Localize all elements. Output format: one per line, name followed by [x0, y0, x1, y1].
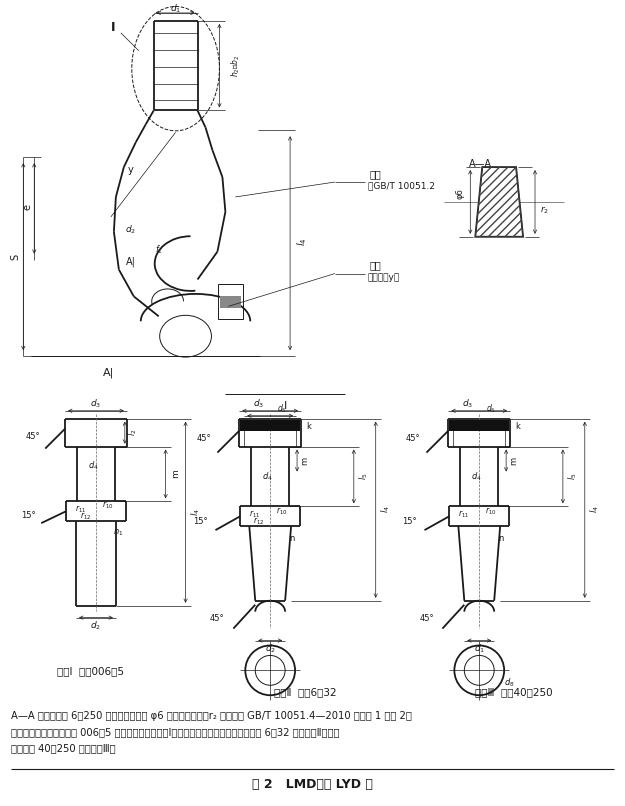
- Text: $d_8$: $d_8$: [504, 676, 514, 688]
- Text: $d_4$: $d_4$: [262, 470, 272, 483]
- Text: $l_5$: $l_5$: [567, 472, 579, 480]
- Text: $r_{11}$: $r_{11}$: [458, 509, 469, 520]
- Text: k: k: [307, 422, 311, 431]
- Text: $d_4$: $d_4$: [88, 459, 98, 472]
- Text: $l_4$: $l_4$: [589, 505, 601, 513]
- Text: $r_{11}$: $r_{11}$: [249, 509, 260, 520]
- Text: $d_1$: $d_1$: [474, 642, 485, 654]
- Text: $r_{10}$: $r_{10}$: [486, 505, 497, 517]
- Text: A—A: A—A: [469, 159, 492, 169]
- Text: A|: A|: [126, 256, 136, 267]
- Text: A|: A|: [103, 368, 114, 378]
- Text: 标志: 标志: [370, 169, 381, 179]
- Bar: [221, 297, 241, 309]
- Text: 45°: 45°: [210, 614, 225, 623]
- Text: 15°: 15°: [21, 511, 36, 520]
- Polygon shape: [475, 167, 523, 237]
- Text: $d_2$: $d_2$: [125, 223, 136, 236]
- Text: $n_1$: $n_1$: [112, 528, 123, 538]
- Bar: [449, 420, 509, 430]
- Text: $r_{12}$: $r_{12}$: [80, 510, 92, 522]
- Text: $l_4$: $l_4$: [379, 505, 392, 513]
- Text: I: I: [284, 401, 287, 411]
- Text: $r_{10}$: $r_{10}$: [276, 505, 288, 517]
- Text: $r_{11}$: $r_{11}$: [76, 504, 87, 515]
- Text: 测量长度y值: 测量长度y值: [368, 273, 400, 282]
- Text: k: k: [516, 422, 521, 431]
- Text: 15°: 15°: [193, 517, 208, 526]
- Text: $d_5$: $d_5$: [486, 402, 496, 415]
- Text: n: n: [499, 534, 504, 542]
- Text: m: m: [171, 469, 180, 478]
- Text: I: I: [111, 22, 115, 35]
- Text: $r_{10}$: $r_{10}$: [102, 500, 114, 511]
- Text: $d_5$: $d_5$: [278, 402, 287, 415]
- Text: 型式Ⅰ  鑉号006～5: 型式Ⅰ 鑉号006～5: [58, 667, 124, 676]
- Text: A—A 剖面中钉号 6～250 的单鑉，应压入 φ6 不锈钉圆柱销，r₂ 的尺寸见 GB/T 10051.4—2010 中的表 1 和表 2。: A—A 剖面中钉号 6～250 的单鑉，应压入 φ6 不锈钉圆柱销，r₂ 的尺寸…: [11, 711, 412, 721]
- Text: $l_4$: $l_4$: [295, 238, 309, 246]
- Text: $l_4$: $l_4$: [189, 508, 202, 517]
- Text: $r_{12}$: $r_{12}$: [253, 515, 264, 527]
- Text: $d_3$: $d_3$: [91, 397, 102, 410]
- Text: $r_2$: $r_2$: [541, 204, 549, 216]
- Text: $d_2$: $d_2$: [91, 619, 101, 632]
- Text: 45°: 45°: [26, 432, 41, 441]
- Text: y: y: [128, 165, 134, 175]
- Text: S: S: [11, 254, 21, 260]
- Text: m: m: [301, 456, 309, 464]
- Bar: [241, 420, 300, 430]
- Text: 45°: 45°: [405, 434, 420, 443]
- Text: 型式Ⅲ  鑉号40～250: 型式Ⅲ 鑉号40～250: [475, 688, 553, 697]
- Text: $d_2$: $d_2$: [264, 642, 276, 654]
- Text: 按GB/T 10051.2: 按GB/T 10051.2: [368, 181, 435, 190]
- Text: e: e: [22, 204, 32, 210]
- Text: $d_3$: $d_3$: [462, 397, 473, 410]
- Text: 15°: 15°: [402, 517, 417, 526]
- Text: $l_5$: $l_5$: [357, 472, 370, 480]
- Text: $l_2$: $l_2$: [126, 429, 139, 436]
- Text: 标志: 标志: [370, 260, 381, 271]
- Text: 注：轻小型起重设备用的 006～5 号单鑉，柄端为型式Ⅰ；起重机械和轻小型起重设备用的 6～32 号为型式Ⅱ；起重: 注：轻小型起重设备用的 006～5 号单鑉，柄端为型式Ⅰ；起重机械和轻小型起重设…: [11, 727, 340, 737]
- Text: $d_4$: $d_4$: [471, 470, 482, 483]
- Text: 45°: 45°: [196, 434, 211, 443]
- Text: φ6: φ6: [456, 189, 465, 199]
- Text: 图 2   LMD型和 LYD 型: 图 2 LMD型和 LYD 型: [252, 779, 372, 791]
- Text: 型式Ⅱ  鑉号6～32: 型式Ⅱ 鑉号6～32: [274, 688, 336, 697]
- Text: $h_2$或$b_2$: $h_2$或$b_2$: [229, 55, 242, 77]
- Text: 机械用的 40～250 号为型式Ⅲ。: 机械用的 40～250 号为型式Ⅲ。: [11, 743, 116, 753]
- Text: $d_3$: $d_3$: [253, 397, 264, 410]
- Text: $d_1$: $d_1$: [170, 2, 181, 15]
- Text: m: m: [509, 456, 519, 464]
- Bar: [218, 285, 243, 319]
- Text: $f_1$: $f_1$: [154, 243, 162, 256]
- Text: 45°: 45°: [419, 614, 434, 623]
- Text: n: n: [289, 534, 295, 542]
